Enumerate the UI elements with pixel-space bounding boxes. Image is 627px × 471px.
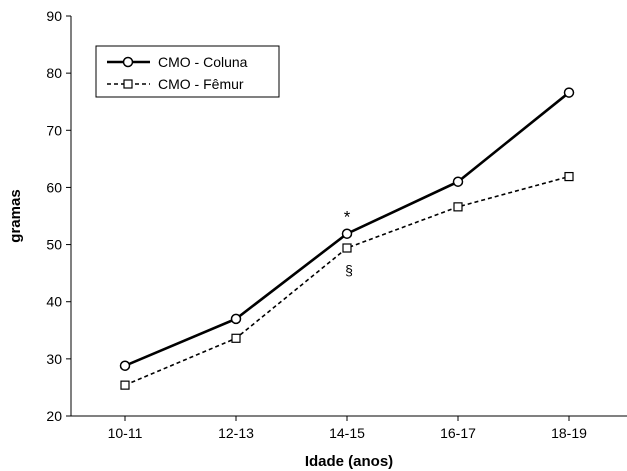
data-point-circle — [119, 360, 131, 371]
data-point-circle — [563, 87, 575, 98]
annotation-asterisk: * — [344, 208, 351, 227]
y-tick-label: 50 — [46, 237, 62, 253]
axes: 20 30 40 50 60 70 80 90 10-11 12-13 14-15 16-17 18-1… — [46, 8, 627, 441]
data-point-square — [120, 380, 130, 390]
y-tick-label: 80 — [46, 65, 62, 81]
series-femur — [120, 171, 574, 390]
x-tick-label: 16-17 — [440, 425, 476, 441]
x-tick-label: 12-13 — [218, 425, 254, 441]
y-tick-label: 90 — [46, 8, 62, 24]
legend-label: CMO - Fêmur — [158, 76, 244, 92]
x-tick-label: 10-11 — [108, 425, 143, 441]
series-coluna — [119, 87, 575, 371]
data-point-square — [231, 333, 241, 343]
annotation-layer: *§ — [344, 208, 353, 278]
y-axis-title: gramas — [7, 189, 24, 242]
x-axis-title: Idade (anos) — [305, 453, 393, 470]
annotation-section-sign: § — [345, 262, 353, 278]
y-tick-label: 70 — [46, 122, 62, 138]
data-point-square — [453, 202, 463, 212]
series-line — [124, 175, 570, 386]
legend-marker-circle — [122, 56, 134, 68]
legend: CMO - Coluna CMO - Fêmur — [95, 45, 280, 98]
y-tick-label: 60 — [46, 179, 62, 195]
x-tick-label: 14-15 — [329, 425, 365, 441]
x-tick-label: 18-19 — [551, 425, 587, 441]
y-tick-label: 30 — [46, 351, 62, 367]
y-tick-label: 20 — [46, 408, 62, 424]
legend-marker-square — [123, 79, 133, 89]
data-point-circle — [452, 176, 464, 187]
series-layer — [119, 87, 575, 390]
data-point-circle — [341, 228, 353, 239]
data-point-circle — [230, 313, 242, 325]
data-point-square — [564, 171, 574, 182]
y-tick-label: 40 — [46, 294, 62, 310]
legend-label: CMO - Coluna — [158, 54, 248, 70]
data-point-square — [342, 243, 352, 253]
